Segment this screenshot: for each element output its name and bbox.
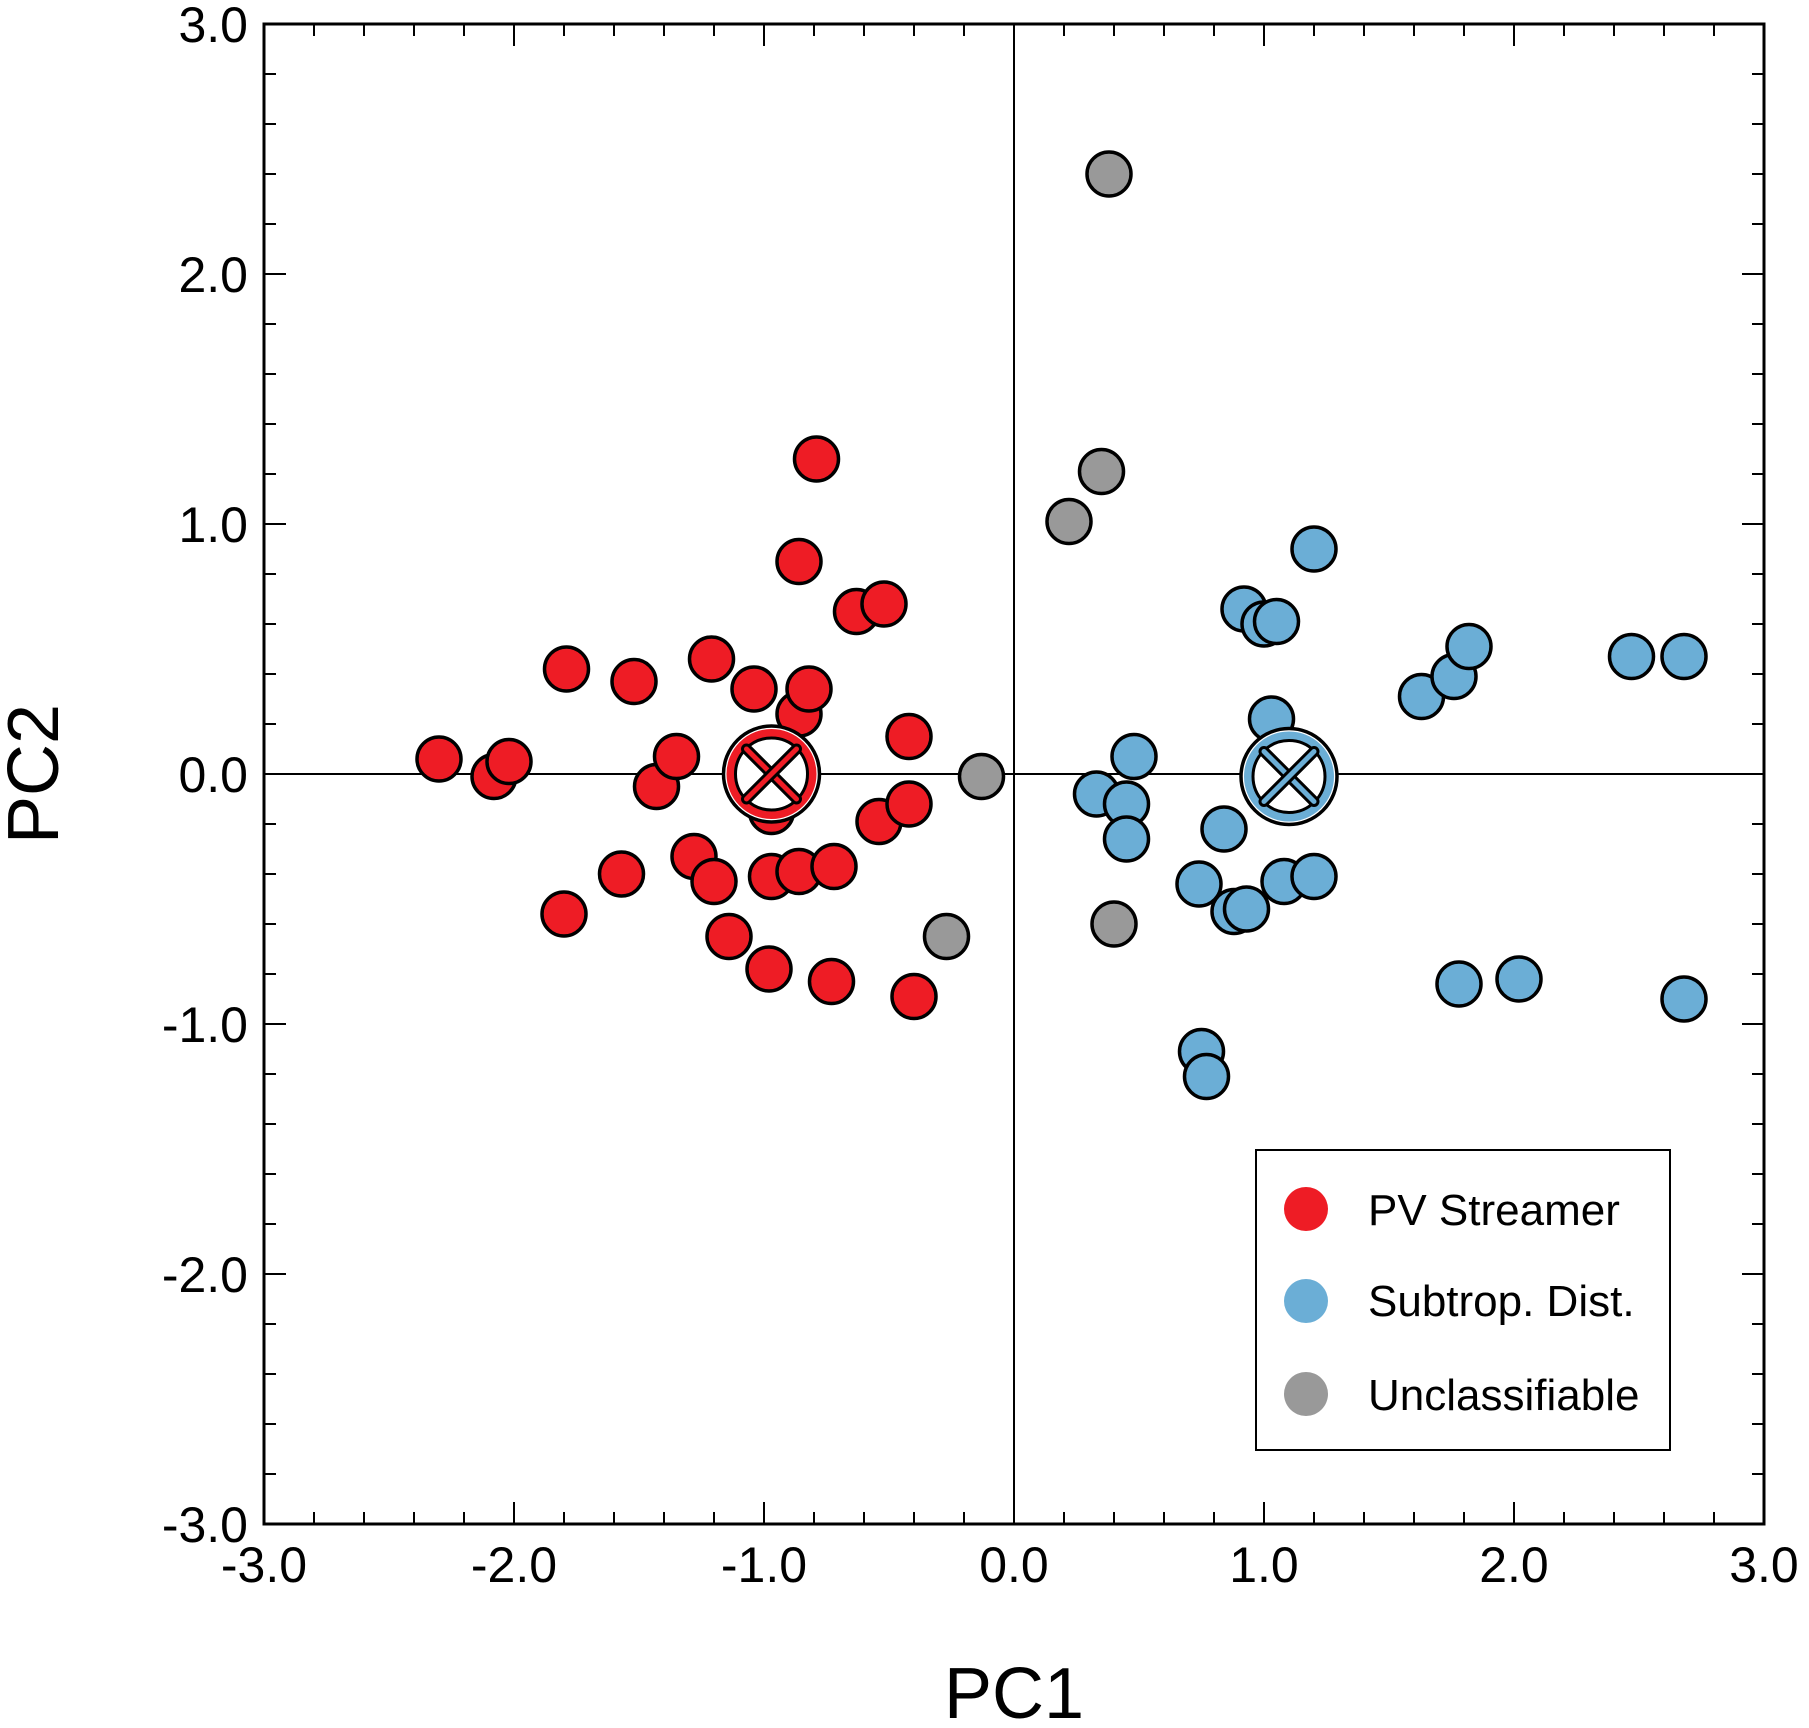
x-tick-label: -3.0 <box>221 1537 307 1593</box>
point-subtrop-dist <box>1110 732 1158 781</box>
point-subtrop-dist <box>1182 1052 1231 1101</box>
point-subtrop-dist <box>1607 632 1656 681</box>
point-pv-streamer <box>705 912 753 961</box>
point-unclassifiable <box>1090 900 1138 948</box>
point-unclassifiable <box>957 752 1006 801</box>
point-pv-streamer <box>885 780 933 828</box>
point-subtrop-dist <box>1252 597 1301 646</box>
point-subtrop-dist <box>1660 632 1708 681</box>
point-subtrop-dist <box>1102 815 1151 863</box>
point-subtrop-dist <box>1495 955 1543 1003</box>
y-tick-label: 2.0 <box>178 247 248 303</box>
point-subtrop-dist <box>1445 622 1493 671</box>
point-pv-streamer <box>610 657 658 706</box>
point-pv-streamer <box>745 945 793 993</box>
legend-marker-subtrop-dist <box>1284 1279 1328 1323</box>
point-pv-streamer <box>542 645 591 693</box>
legend-label-subtrop-dist: Subtrop. Dist. <box>1368 1277 1635 1326</box>
point-pv-streamer <box>785 665 833 713</box>
point-pv-streamer <box>597 850 646 898</box>
y-axis-title: PC2 <box>0 704 74 844</box>
legend-marker-pv-streamer <box>1284 1187 1328 1231</box>
point-pv-streamer <box>690 857 738 906</box>
y-tick-label: -1.0 <box>162 997 248 1053</box>
x-tick-label: 2.0 <box>1479 1537 1549 1593</box>
centroid-markers <box>721 724 1339 827</box>
x-tick-label: 0.0 <box>979 1537 1049 1593</box>
point-pv-streamer <box>860 580 908 628</box>
point-unclassifiable <box>1077 447 1126 496</box>
point-subtrop-dist <box>1290 852 1338 901</box>
point-pv-streamer <box>485 737 533 786</box>
point-pv-streamer <box>730 665 778 713</box>
point-subtrop-dist <box>1200 805 1248 853</box>
centroid-color-ring <box>726 729 817 819</box>
point-subtrop-dist <box>1660 975 1708 1023</box>
point-unclassifiable <box>1045 497 1093 546</box>
x-tick-label: -1.0 <box>721 1537 807 1593</box>
legend-label-unclassifiable: Unclassifiable <box>1368 1371 1639 1420</box>
point-subtrop-dist <box>1175 860 1223 908</box>
point-pv-streamer <box>652 732 701 781</box>
centroid-cross <box>1261 749 1317 804</box>
axis-ticks <box>263 23 1765 1525</box>
point-subtrop-dist <box>1435 960 1483 1008</box>
point-pv-streamer <box>415 735 463 783</box>
point-pv-streamer <box>890 972 938 1021</box>
point-pv-streamer <box>807 957 856 1006</box>
y-tick-label: 0.0 <box>178 747 248 803</box>
x-tick-label: 1.0 <box>1229 1537 1299 1593</box>
centroid-cross <box>744 746 799 802</box>
centroid-pv-streamer <box>721 724 822 824</box>
y-tick-label: 1.0 <box>178 497 248 553</box>
y-tick-label: -3.0 <box>162 1497 248 1553</box>
point-pv-streamer <box>792 435 841 483</box>
point-pv-streamer <box>687 635 736 683</box>
point-unclassifiable <box>1085 150 1133 198</box>
point-subtrop-dist <box>1290 525 1338 573</box>
point-pv-streamer <box>810 842 858 891</box>
y-tick-label: 3.0 <box>178 0 248 53</box>
y-tick-label: -2.0 <box>162 1247 248 1303</box>
point-pv-streamer <box>885 712 933 761</box>
point-pv-streamer <box>775 537 823 586</box>
point-pv-streamer <box>540 890 588 938</box>
x-axis-title: PC1 <box>944 1654 1084 1728</box>
centroid-subtrop-dist <box>1239 726 1339 827</box>
tick-labels: -3.0 -2.0 -1.0 0.0 1.0 2.0 3.0 3.0 2.0 1.0 0.0 -1.0… <box>162 0 1799 1593</box>
x-tick-label: -2.0 <box>471 1537 557 1593</box>
legend-label-pv-streamer: PV Streamer <box>1368 1186 1620 1235</box>
point-unclassifiable <box>922 912 971 961</box>
legend: PV Streamer Subtrop. Dist. Unclassifiabl… <box>1255 1149 1671 1451</box>
x-tick-label: 3.0 <box>1729 1537 1799 1593</box>
point-subtrop-dist <box>1222 885 1271 933</box>
centroid-color-ring <box>1244 731 1334 822</box>
legend-marker-unclassifiable <box>1284 1372 1328 1416</box>
